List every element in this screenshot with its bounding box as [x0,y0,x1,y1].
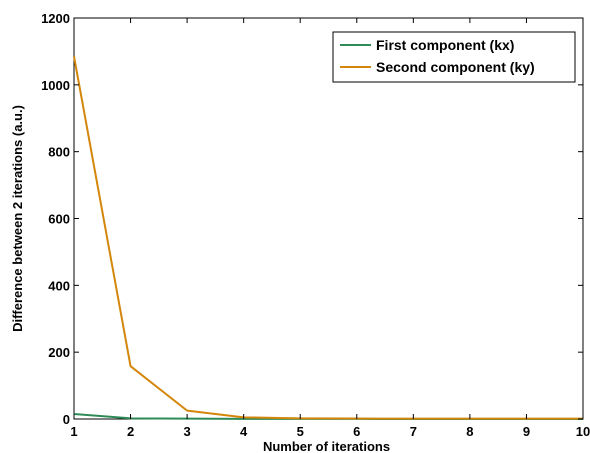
x-tick-label: 10 [576,424,590,439]
x-tick-label: 3 [183,424,190,439]
x-tick-label: 2 [127,424,134,439]
x-axis-label: Number of iterations [263,439,390,453]
x-tick-label: 7 [410,424,417,439]
series-line-2 [73,56,583,420]
x-tick-label: 6 [353,424,360,439]
y-axis-label: Difference between 2 iterations (a.u.) [10,105,25,332]
plot-area [73,17,584,420]
x-tick-label: 8 [466,424,473,439]
legend: First component (kx) Second component (ky… [332,31,576,83]
y-tick-label: 800 [48,145,70,160]
y-tick-label: 1000 [41,78,70,93]
legend-label-2: Second component (ky) [376,59,535,75]
legend-label-1: First component (kx) [376,37,514,53]
y-tick-label: 1200 [41,11,70,26]
y-axis-ticks: 0 200 400 600 800 1000 1200 [41,11,583,427]
y-tick-label: 200 [48,345,70,360]
plot-frame [73,17,584,420]
x-tick-label: 9 [523,424,530,439]
legend-box [332,31,576,83]
y-tick-label: 0 [63,412,70,427]
x-axis-ticks: 1 2 3 4 5 6 7 8 9 10 [70,18,590,439]
x-tick-label: 1 [70,424,77,439]
y-tick-label: 400 [48,278,70,293]
y-tick-label: 600 [48,212,70,227]
series-layer [73,56,583,420]
x-tick-label: 5 [297,424,304,439]
x-tick-label: 4 [240,424,248,439]
